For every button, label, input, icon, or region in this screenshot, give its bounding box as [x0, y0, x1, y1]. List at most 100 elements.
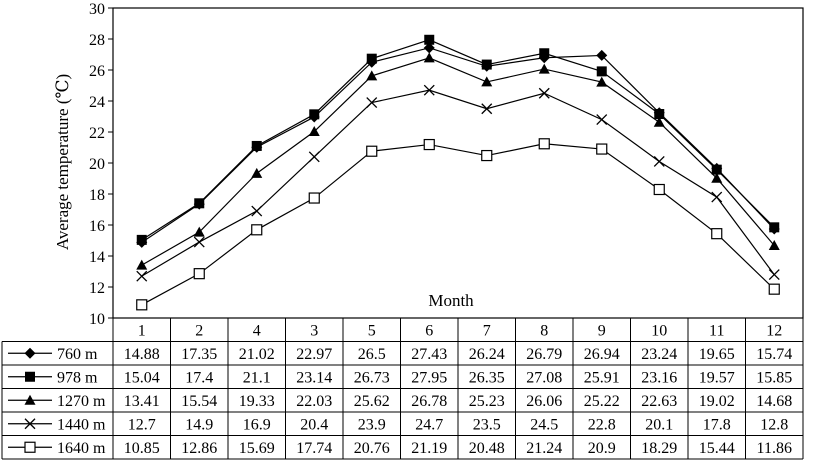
category-label: 10 [651, 323, 667, 340]
series-1270-m [136, 52, 780, 270]
table-cell: 24.7 [415, 417, 443, 434]
data-point [136, 234, 147, 245]
data-point [653, 183, 665, 196]
table-cell: 19.57 [699, 370, 735, 387]
data-point [768, 269, 780, 281]
table-cell: 22.8 [588, 417, 616, 434]
legend-key [8, 394, 52, 405]
legend-marker [24, 441, 36, 453]
data-point [194, 198, 205, 209]
data-point [481, 76, 493, 87]
series-1640-m [136, 138, 780, 311]
y-tick-label: 30 [89, 1, 105, 18]
category-label: 9 [598, 323, 606, 340]
legend-label: 978 m [57, 370, 98, 387]
table-cell: 20.4 [300, 417, 328, 434]
y-tick-label: 22 [89, 125, 105, 142]
data-point [423, 42, 435, 54]
x-axis-title: Month [428, 291, 474, 310]
legend-marker [24, 394, 36, 405]
table-cell: 21.19 [411, 440, 447, 457]
y-tick-label: 20 [89, 156, 105, 173]
table-cell: 12.7 [128, 417, 156, 434]
y-axis-title: Average temperature (℃) [53, 74, 72, 250]
legend-key [8, 347, 52, 359]
plot-area [112, 7, 804, 319]
table-cell: 15.69 [239, 440, 275, 457]
data-point [596, 49, 608, 61]
table-cell: 26.79 [526, 346, 562, 363]
data-point [193, 268, 205, 280]
legend-label: 1440 m [57, 417, 106, 434]
data-point [251, 140, 262, 151]
data-point [308, 151, 320, 163]
legend-marker [24, 418, 36, 430]
table-cell: 15.44 [699, 440, 735, 457]
table-cell: 23.5 [473, 417, 501, 434]
table-cell: 24.5 [530, 417, 558, 434]
table-cell: 16.9 [243, 417, 271, 434]
table-cell: 17.4 [185, 370, 213, 387]
data-point [366, 70, 378, 81]
data-point [596, 76, 608, 87]
table-cell: 25.23 [469, 393, 505, 410]
legend-label: 1270 m [57, 393, 106, 410]
data-point [596, 114, 608, 126]
table-cell: 22.03 [296, 393, 332, 410]
table-cell: 20.1 [645, 417, 673, 434]
data-point [538, 138, 550, 150]
category-label: 7 [483, 323, 491, 340]
table-cell: 22.63 [641, 393, 677, 410]
data-point [654, 109, 665, 120]
category-label: 4 [253, 323, 261, 340]
category-label: 11 [709, 323, 724, 340]
series-line [141, 57, 775, 266]
table-cell: 25.62 [354, 393, 390, 410]
table-cell: 21.02 [239, 346, 275, 363]
data-point [423, 84, 435, 96]
y-tick-label: 14 [89, 249, 105, 266]
table-cell: 12.86 [181, 440, 217, 457]
y-tick-label: 28 [89, 32, 105, 49]
table-cell: 14.68 [756, 393, 792, 410]
table-cell: 26.5 [358, 346, 386, 363]
legend-label: 760 m [57, 346, 98, 363]
data-point [711, 172, 723, 183]
table-cell: 22.97 [296, 346, 332, 363]
table-cell: 20.9 [588, 440, 616, 457]
data-point [366, 145, 378, 157]
table-cell: 23.16 [641, 370, 677, 387]
data-point [539, 48, 550, 59]
data-point [481, 59, 492, 70]
table-cell: 13.41 [124, 393, 160, 410]
legend-key [8, 371, 52, 382]
data-point [596, 143, 608, 155]
category-label: 8 [540, 323, 548, 340]
data-point [596, 66, 607, 77]
table-cell: 17.8 [703, 417, 731, 434]
series-1440-m [136, 84, 780, 282]
table-cell: 23.24 [641, 346, 677, 363]
data-point [136, 259, 148, 270]
data-point [711, 191, 723, 203]
table-cell: 23.9 [358, 417, 386, 434]
data-point [538, 63, 550, 74]
table-cell: 17.74 [296, 440, 332, 457]
y-tick-label: 12 [89, 280, 105, 297]
data-point [423, 52, 435, 63]
table-cell: 14.9 [185, 417, 213, 434]
table-cell: 20.76 [354, 440, 390, 457]
data-point [711, 228, 723, 240]
data-point [481, 103, 493, 115]
data-point [366, 53, 377, 64]
y-tick-label: 18 [89, 187, 105, 204]
table-cell: 19.65 [699, 346, 735, 363]
table-cell: 15.04 [124, 370, 160, 387]
table-cell: 12.8 [760, 417, 788, 434]
legend-marker [25, 371, 35, 382]
data-point [308, 126, 320, 137]
table-cell: 14.88 [124, 346, 160, 363]
table-cell: 25.91 [584, 370, 620, 387]
table-cell: 26.73 [354, 370, 390, 387]
